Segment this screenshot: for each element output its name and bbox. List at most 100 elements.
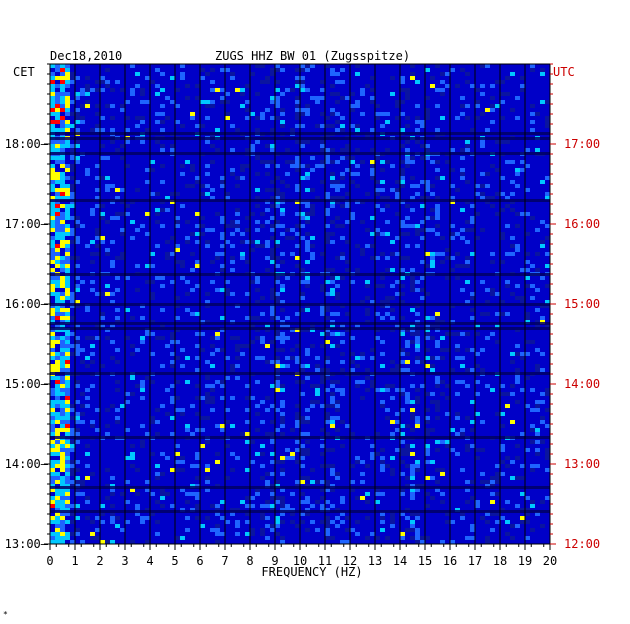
spectrogram-cell [60,244,65,248]
spectrogram-cell [165,116,170,120]
spectrogram-cell [340,360,345,364]
spectrogram-cell [115,288,120,292]
spectrogram-cell [430,216,435,220]
spectrogram-cell [60,448,65,452]
spectrogram-cell [65,248,70,252]
spectrogram-cell [450,168,455,172]
spectrogram-cell [380,352,385,356]
spectrogram-cell [480,140,485,144]
spectrogram-cell [490,500,495,504]
spectrogram-cell [55,368,60,372]
spectrogram-cell [395,236,400,240]
spectrogram-cell [380,460,385,464]
spectrogram-cell [80,360,85,364]
spectrogram-cell [60,184,65,188]
spectrogram-cell [65,296,70,300]
spectrogram-cell [350,156,355,160]
spectrogram-cell [95,536,100,540]
spectrogram-cell [290,452,295,456]
spectrogram-cell [495,80,500,84]
spectrogram-cell [285,504,290,508]
spectrogram-cell [295,164,300,168]
spectrogram-cell [405,352,410,356]
spectrogram-cell [65,164,70,168]
spectrogram-cell [400,292,405,296]
spectrogram-cell [275,524,280,528]
spectrogram-cell [110,260,115,264]
spectrogram-cell [260,400,265,404]
spectrogram-cell [435,480,440,484]
spectrogram-cell [55,228,60,232]
spectrogram-cell [340,204,345,208]
spectrogram-cell [330,472,335,476]
spectrogram-cell [330,232,335,236]
spectrogram-cell [300,76,305,80]
spectrogram-cell [335,516,340,520]
spectrogram-cell [295,480,300,484]
spectrogram-cell [520,268,525,272]
spectrogram-cell [510,352,515,356]
spectrogram-cell [275,280,280,284]
spectrogram-cell [65,316,70,320]
spectrogram-cell [420,196,425,200]
spectrogram-cell [65,144,70,148]
spectrogram-cell [255,300,260,304]
spectrogram-cell [95,176,100,180]
spectrogram-cell [170,236,175,240]
spectrogram-cell [75,156,80,160]
spectrogram-cell [100,512,105,516]
spectrogram-cell [530,128,535,132]
spectrogram-cell [530,528,535,532]
spectrogram-cell [435,104,440,108]
spectrogram-cell [430,264,435,268]
spectrogram-cell [260,444,265,448]
spectrogram-cell [155,208,160,212]
spectrogram-cell [415,128,420,132]
spectrogram-cell [420,288,425,292]
spectrogram-cell [140,444,145,448]
spectrogram-cell [300,108,305,112]
spectrogram-cell [320,464,325,468]
spectrogram-cell [60,72,65,76]
spectrogram-cell [75,488,80,492]
spectrogram-cell [425,460,430,464]
spectrogram-cell [195,124,200,128]
spectrogram-cell [340,184,345,188]
spectrogram-cell [270,224,275,228]
spectrogram-cell [255,280,260,284]
spectrogram-cell [515,380,520,384]
spectrogram-cell [305,204,310,208]
spectrogram-cell [270,312,275,316]
spectrogram-cell [545,448,550,452]
spectrogram-cell [445,396,450,400]
spectrogram-cell [515,524,520,528]
spectrogram-cell [60,120,65,124]
spectrogram-cell [60,324,65,328]
spectrogram-cell [405,156,410,160]
spectrogram-cell [75,412,80,416]
spectrogram-cell [135,384,140,388]
spectrogram-cell [255,220,260,224]
spectrogram-cell [60,100,65,104]
spectrogram-cell [60,308,65,312]
spectrogram-cell [480,480,485,484]
spectrogram-cell [385,464,390,468]
spectrogram-cell [290,236,295,240]
spectrogram-cell [325,124,330,128]
spectrogram-cell [160,72,165,76]
spectrogram-cell [480,172,485,176]
spectrogram-cell [240,164,245,168]
spectrogram-cell [150,280,155,284]
spectrogram-cell [215,528,220,532]
spectrogram-cell [50,420,55,424]
spectrogram-cell [205,476,210,480]
spectrogram-cell [540,72,545,76]
spectrogram-cell [525,260,530,264]
spectrogram-cell [440,72,445,76]
spectrogram-cell [285,316,290,320]
spectrogram-cell [85,244,90,248]
spectrogram-cell [160,336,165,340]
spectrogram-cell [65,500,70,504]
spectrogram-cell [55,208,60,212]
spectrogram-cell [275,532,280,536]
